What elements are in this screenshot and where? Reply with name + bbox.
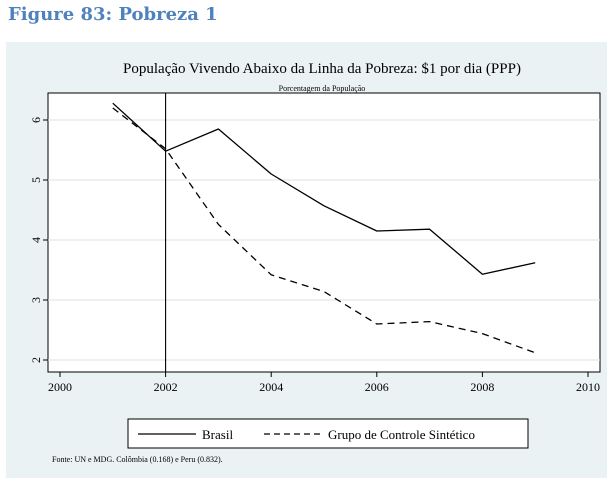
legend-label-synthetic: Grupo de Controle Sintético <box>328 427 475 442</box>
y-tick-label-6: 6 <box>29 117 43 123</box>
chart-frame: População Vivendo Abaixo da Linha da Pob… <box>6 42 607 478</box>
x-tick-label-2004: 2004 <box>259 380 283 394</box>
x-tick-label-2002: 2002 <box>154 380 178 394</box>
y-tick-label-4: 4 <box>29 237 43 243</box>
x-tick-label-2008: 2008 <box>470 380 494 394</box>
source-note: Fonte: UN e MDG. Colômbia (0.168) e Peru… <box>52 455 223 464</box>
x-tick-label-2010: 2010 <box>576 380 600 394</box>
series-line-synthetic-control <box>112 107 536 354</box>
y-tick-label-3: 3 <box>29 297 43 303</box>
legend-label-brasil: Brasil <box>202 427 233 442</box>
plot-area <box>47 92 601 373</box>
y-tick-label-5: 5 <box>29 177 43 183</box>
chart-subtitle: Porcentagem da População <box>279 84 366 93</box>
axis-layer: 2 3 4 5 6 2000 2002 2004 2006 2008 2010 <box>29 117 600 394</box>
chart-title: População Vivendo Abaixo da Linha da Pob… <box>123 61 521 77</box>
x-tick-label-2006: 2006 <box>365 380 389 394</box>
series-line-brasil <box>112 102 536 275</box>
grid-layer <box>48 119 600 361</box>
x-tick-label-2000: 2000 <box>48 380 72 394</box>
poverty-line-chart: População Vivendo Abaixo da Linha da Pob… <box>29 61 601 464</box>
figure-caption: Figure 83: Pobreza 1 <box>8 4 218 25</box>
series-layer <box>112 93 536 372</box>
legend: Brasil Grupo de Controle Sintético <box>127 418 529 449</box>
y-tick-label-2: 2 <box>29 357 43 363</box>
